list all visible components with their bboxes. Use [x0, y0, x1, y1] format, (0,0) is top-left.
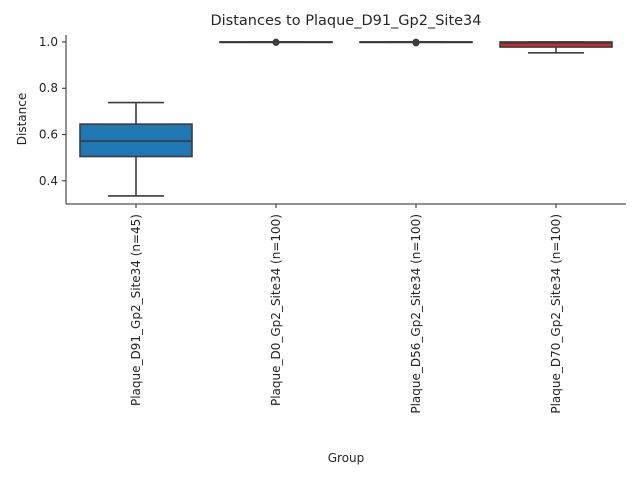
chart-title: Distances to Plaque_D91_Gp2_Site34	[210, 13, 481, 29]
y-axis-label: Distance	[15, 93, 29, 145]
box-group	[359, 38, 473, 47]
outlier-point	[272, 38, 280, 46]
y-tick-label: 0.4	[39, 174, 58, 188]
box-group	[219, 38, 333, 46]
box-group	[79, 101, 193, 197]
x-category-label: Plaque_D91_Gp2_Site34 (n=45)	[129, 214, 143, 406]
y-tick-label: 0.8	[39, 81, 58, 95]
x-category-label: Plaque_D56_Gp2_Site34 (n=100)	[409, 214, 423, 414]
x-category-label: Plaque_D0_Gp2_Site34 (n=100)	[269, 214, 283, 406]
y-axis: 0.4 0.6 0.8 1.0	[39, 35, 67, 204]
box-group	[499, 41, 613, 54]
outlier-point	[412, 39, 420, 47]
y-tick-label: 1.0	[39, 35, 58, 49]
x-category-label: Plaque_D70_Gp2_Site34 (n=100)	[549, 214, 563, 414]
x-axis: Plaque_D91_Gp2_Site34 (n=45) Plaque_D0_Gp…	[66, 203, 626, 414]
y-tick-label: 0.6	[39, 128, 58, 142]
x-axis-label: Group	[328, 451, 365, 465]
box-body	[499, 41, 613, 48]
box-series	[79, 38, 613, 197]
